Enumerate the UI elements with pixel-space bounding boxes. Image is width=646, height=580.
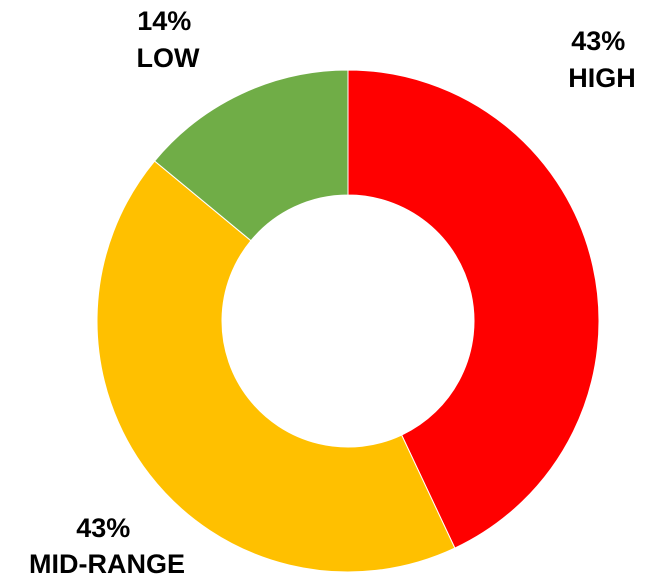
slice-high	[347, 69, 600, 549]
label-mid-range-percent: 43%	[76, 513, 130, 543]
label-low: 14% LOW	[137, 6, 200, 73]
label-low-category: LOW	[137, 43, 200, 73]
label-low-percent: 14%	[137, 6, 191, 36]
donut-slices	[96, 69, 600, 573]
label-high-percent: 43%	[571, 26, 625, 56]
label-mid-range-category: MID-RANGE	[29, 549, 185, 579]
label-high: 43% HIGH	[568, 26, 636, 93]
label-mid-range: 43% MID-RANGE	[29, 513, 185, 579]
slice-mid-range	[96, 160, 456, 573]
slice-low	[153, 69, 349, 242]
label-high-category: HIGH	[568, 63, 636, 93]
